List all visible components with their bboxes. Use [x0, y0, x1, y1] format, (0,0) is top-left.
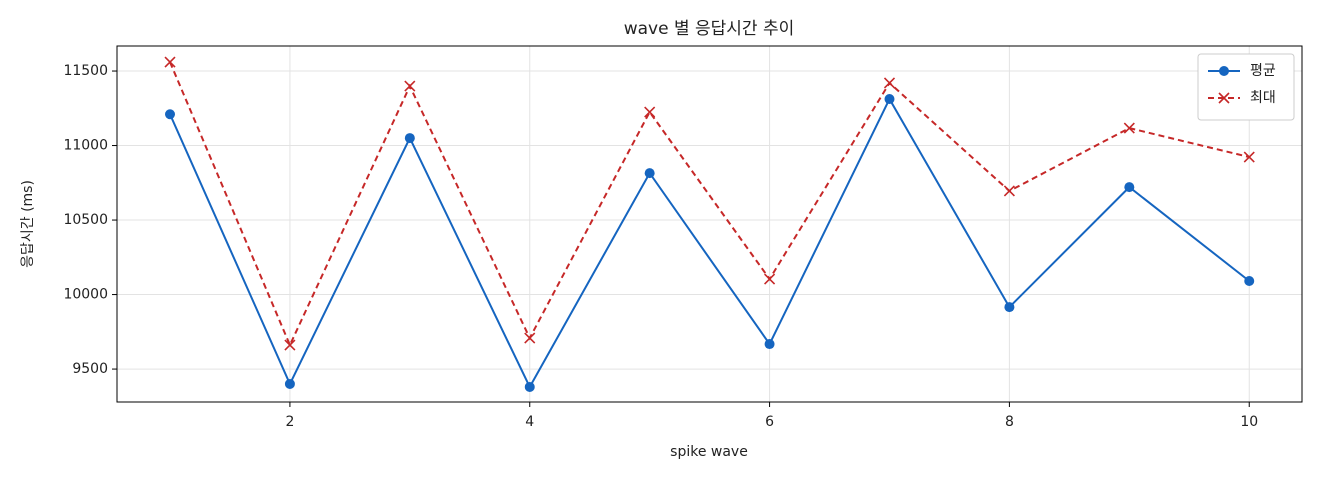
- marker: [164, 56, 176, 68]
- y-tick-label: 11000: [63, 138, 108, 154]
- y-tick-label: 11500: [63, 63, 108, 79]
- y-tick-label: 9500: [72, 361, 108, 377]
- marker: [764, 273, 776, 285]
- y-tick-label: 10000: [63, 287, 108, 303]
- marker: [1218, 92, 1230, 104]
- marker: [404, 133, 415, 144]
- marker: [1123, 122, 1135, 134]
- marker: [524, 332, 536, 344]
- marker: [1219, 66, 1229, 76]
- x-tick-label: 6: [765, 414, 774, 430]
- marker: [404, 80, 416, 92]
- y-axis-label: 응답시간 (ms): [20, 180, 36, 268]
- legend-box: [1197, 53, 1295, 121]
- marker: [884, 94, 895, 105]
- marker: [1124, 182, 1135, 193]
- marker: [1003, 185, 1015, 197]
- marker: [524, 381, 535, 392]
- y-tick-label: 10500: [63, 212, 108, 228]
- x-tick-label: 8: [1005, 414, 1014, 430]
- x-tick-label: 10: [1240, 414, 1258, 430]
- marker: [764, 339, 775, 350]
- marker: [1244, 275, 1255, 286]
- x-tick-label: 4: [525, 414, 534, 430]
- marker: [284, 339, 296, 351]
- chart-title: wave 별 응답시간 추이: [624, 19, 795, 39]
- marker: [284, 378, 295, 389]
- x-tick-label: 2: [285, 414, 294, 430]
- series-line: [169, 96, 1250, 390]
- marker: [883, 77, 896, 89]
- plot-frame: [116, 45, 1303, 403]
- marker: [165, 109, 176, 120]
- series-line: [169, 61, 1250, 348]
- marker: [1243, 151, 1255, 163]
- legend-label: 최대: [1250, 90, 1276, 106]
- x-axis-label: spike wave: [670, 444, 748, 460]
- legend-label: 평균: [1250, 63, 1276, 79]
- marker: [1004, 302, 1015, 313]
- marker: [644, 168, 655, 179]
- marker: [644, 106, 656, 118]
